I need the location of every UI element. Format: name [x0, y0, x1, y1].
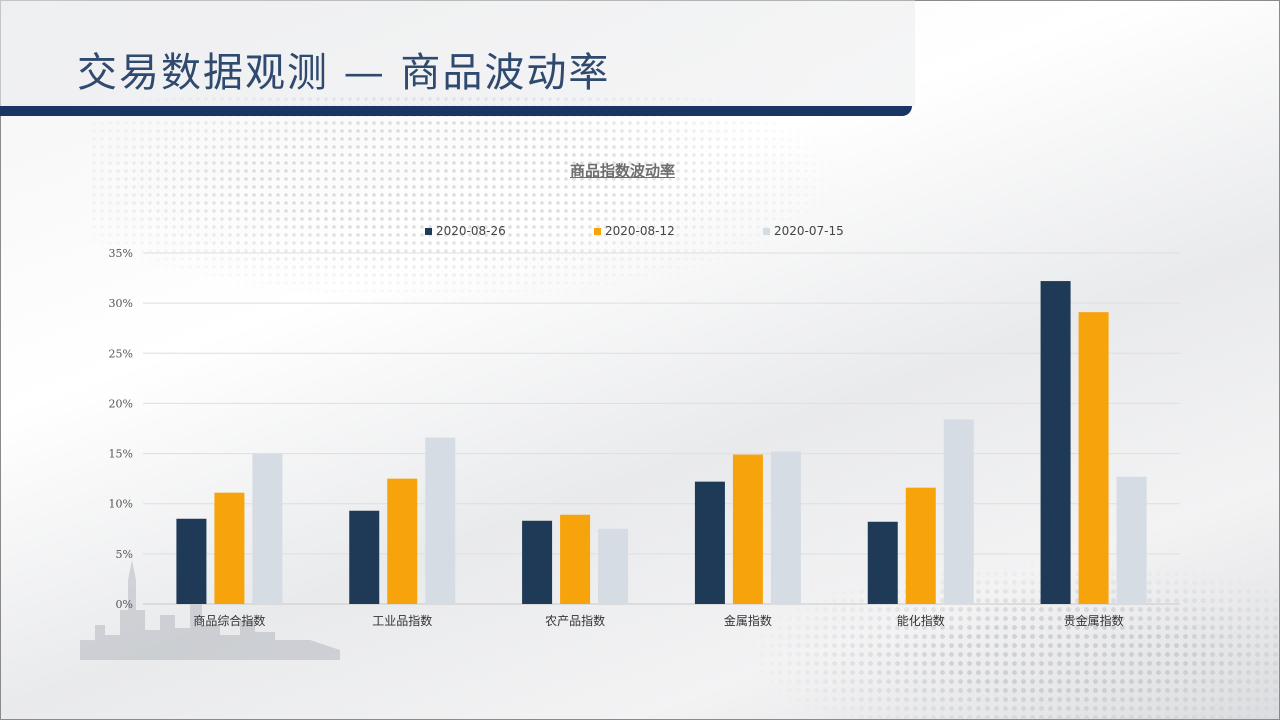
y-tick-label: 5% [116, 548, 133, 561]
legend-swatch-series-3 [763, 227, 770, 235]
bar [905, 487, 936, 604]
bar [1040, 281, 1071, 604]
legend-item-series-1: 2020-08-26 [425, 224, 506, 238]
y-tick-label: 30% [109, 297, 133, 310]
x-tick-label: 金属指数 [724, 613, 772, 628]
bar [522, 520, 553, 604]
x-tick-label: 工业品指数 [372, 613, 432, 628]
legend-item-series-3: 2020-07-15 [763, 224, 844, 238]
bar [1078, 312, 1109, 604]
header-rule [0, 106, 912, 116]
y-tick-label: 35% [109, 247, 133, 260]
bar [349, 510, 380, 604]
chart-legend: 2020-08-26 2020-08-12 2020-07-15 [0, 224, 1280, 240]
y-tick-label: 25% [109, 347, 133, 360]
slide-title: 交易数据观测 — 商品波动率 [77, 50, 611, 96]
bar [694, 481, 725, 604]
y-tick-label: 0% [116, 598, 133, 611]
bar [214, 492, 245, 604]
dot-pattern-decoration [740, 560, 1280, 720]
bar [176, 518, 207, 604]
x-tick-label: 贵金属指数 [1064, 613, 1124, 628]
city-skyline-decoration [80, 560, 340, 660]
y-tick-label: 10% [109, 498, 133, 511]
bar [770, 451, 801, 604]
bar [867, 521, 898, 604]
world-map-dots-decoration [90, 95, 850, 305]
bar [598, 528, 629, 604]
bar [425, 437, 456, 604]
y-tick-label: 15% [109, 448, 133, 461]
legend-swatch-series-1 [425, 227, 432, 235]
x-tick-label: 能化指数 [897, 613, 945, 628]
x-tick-label: 商品综合指数 [193, 613, 265, 628]
y-tick-label: 20% [109, 397, 133, 410]
x-tick-label: 农产品指数 [545, 613, 605, 628]
legend-swatch-series-2 [594, 227, 601, 235]
legend-item-series-2: 2020-08-12 [594, 224, 675, 238]
bar [252, 453, 283, 604]
legend-label-series-3: 2020-07-15 [774, 224, 844, 238]
bar [943, 419, 974, 604]
bar [560, 514, 591, 604]
legend-label-series-2: 2020-08-12 [605, 224, 675, 238]
bar [1116, 476, 1147, 604]
bar [732, 454, 763, 604]
legend-label-series-1: 2020-08-26 [436, 224, 506, 238]
header-band [0, 0, 915, 106]
bar [387, 478, 418, 604]
chart-title: 商品指数波动率 [569, 162, 675, 180]
